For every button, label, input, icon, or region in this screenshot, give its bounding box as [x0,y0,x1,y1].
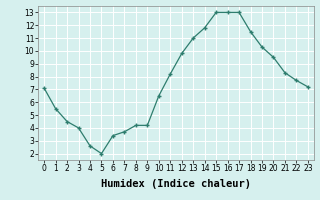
X-axis label: Humidex (Indice chaleur): Humidex (Indice chaleur) [101,179,251,189]
